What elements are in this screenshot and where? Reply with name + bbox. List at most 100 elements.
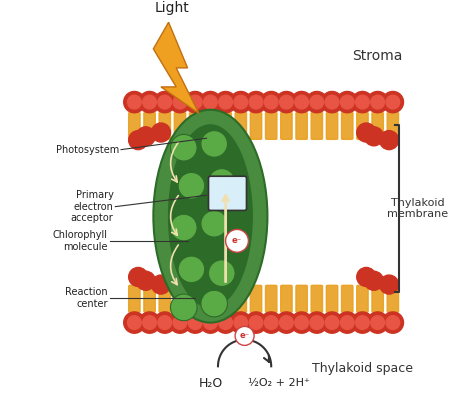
Circle shape xyxy=(209,260,235,286)
Circle shape xyxy=(261,92,282,113)
Circle shape xyxy=(306,92,328,113)
Circle shape xyxy=(124,92,145,113)
Text: Thylakoid
membrane: Thylakoid membrane xyxy=(387,198,448,219)
Circle shape xyxy=(201,290,228,317)
Text: Stroma: Stroma xyxy=(353,50,403,64)
FancyBboxPatch shape xyxy=(265,112,277,139)
FancyBboxPatch shape xyxy=(265,285,277,312)
Circle shape xyxy=(171,294,197,321)
Circle shape xyxy=(184,312,206,333)
FancyBboxPatch shape xyxy=(128,112,140,139)
FancyBboxPatch shape xyxy=(357,112,368,139)
FancyBboxPatch shape xyxy=(235,112,246,139)
Circle shape xyxy=(171,134,197,161)
Circle shape xyxy=(246,92,267,113)
Circle shape xyxy=(158,95,172,109)
FancyBboxPatch shape xyxy=(190,285,201,312)
Text: Chlorophyll
molecule: Chlorophyll molecule xyxy=(53,230,108,252)
FancyBboxPatch shape xyxy=(220,112,231,139)
Circle shape xyxy=(169,312,191,333)
Text: Primary
electron
acceptor: Primary electron acceptor xyxy=(71,190,113,223)
FancyBboxPatch shape xyxy=(205,112,216,139)
FancyBboxPatch shape xyxy=(311,285,322,312)
Circle shape xyxy=(310,316,324,330)
Circle shape xyxy=(219,316,232,330)
Circle shape xyxy=(246,312,267,333)
Circle shape xyxy=(371,95,384,109)
Circle shape xyxy=(249,316,263,330)
FancyBboxPatch shape xyxy=(342,112,353,139)
Ellipse shape xyxy=(169,125,252,307)
Circle shape xyxy=(234,316,247,330)
Circle shape xyxy=(352,92,373,113)
Circle shape xyxy=(173,95,187,109)
FancyBboxPatch shape xyxy=(159,285,171,312)
Circle shape xyxy=(136,127,155,146)
Circle shape xyxy=(249,95,263,109)
Circle shape xyxy=(371,316,384,330)
FancyBboxPatch shape xyxy=(326,285,338,312)
FancyBboxPatch shape xyxy=(205,285,216,312)
Circle shape xyxy=(188,95,202,109)
Circle shape xyxy=(386,95,400,109)
Text: e⁻: e⁻ xyxy=(232,236,242,245)
Circle shape xyxy=(200,312,221,333)
Circle shape xyxy=(295,316,309,330)
Circle shape xyxy=(226,230,248,252)
Circle shape xyxy=(203,95,217,109)
Circle shape xyxy=(337,312,358,333)
Circle shape xyxy=(230,92,251,113)
Circle shape xyxy=(201,131,228,157)
Circle shape xyxy=(154,312,175,333)
FancyBboxPatch shape xyxy=(387,112,399,139)
Circle shape xyxy=(154,92,175,113)
FancyBboxPatch shape xyxy=(174,112,186,139)
Polygon shape xyxy=(154,22,199,114)
Circle shape xyxy=(380,275,399,294)
Circle shape xyxy=(215,92,236,113)
Circle shape xyxy=(171,214,197,241)
Circle shape xyxy=(356,95,369,109)
Circle shape xyxy=(356,316,369,330)
FancyBboxPatch shape xyxy=(250,112,262,139)
Circle shape xyxy=(291,312,312,333)
FancyBboxPatch shape xyxy=(190,112,201,139)
Text: Thylakoid space: Thylakoid space xyxy=(312,362,413,375)
FancyBboxPatch shape xyxy=(357,285,368,312)
Text: Reaction
center: Reaction center xyxy=(65,287,108,309)
FancyBboxPatch shape xyxy=(159,112,171,139)
Circle shape xyxy=(276,92,297,113)
FancyBboxPatch shape xyxy=(128,285,140,312)
Circle shape xyxy=(352,312,373,333)
FancyBboxPatch shape xyxy=(342,285,353,312)
Circle shape xyxy=(188,316,202,330)
Circle shape xyxy=(139,312,160,333)
Circle shape xyxy=(173,316,187,330)
FancyBboxPatch shape xyxy=(209,176,246,210)
Circle shape xyxy=(234,95,247,109)
Circle shape xyxy=(264,316,278,330)
Circle shape xyxy=(152,123,171,142)
FancyBboxPatch shape xyxy=(372,285,383,312)
FancyBboxPatch shape xyxy=(220,285,231,312)
FancyBboxPatch shape xyxy=(296,285,307,312)
FancyBboxPatch shape xyxy=(311,112,322,139)
Text: Light: Light xyxy=(155,1,190,15)
Circle shape xyxy=(201,210,228,237)
Circle shape xyxy=(261,312,282,333)
Circle shape xyxy=(178,172,205,199)
Circle shape xyxy=(203,316,217,330)
Circle shape xyxy=(235,326,254,345)
Ellipse shape xyxy=(154,110,267,322)
Circle shape xyxy=(280,95,293,109)
Circle shape xyxy=(136,271,155,290)
Circle shape xyxy=(340,316,354,330)
Circle shape xyxy=(382,312,403,333)
FancyBboxPatch shape xyxy=(281,285,292,312)
Circle shape xyxy=(124,312,145,333)
Circle shape xyxy=(219,95,232,109)
Circle shape xyxy=(291,92,312,113)
Text: H₂O: H₂O xyxy=(198,377,222,390)
Circle shape xyxy=(152,275,171,294)
FancyBboxPatch shape xyxy=(235,285,246,312)
